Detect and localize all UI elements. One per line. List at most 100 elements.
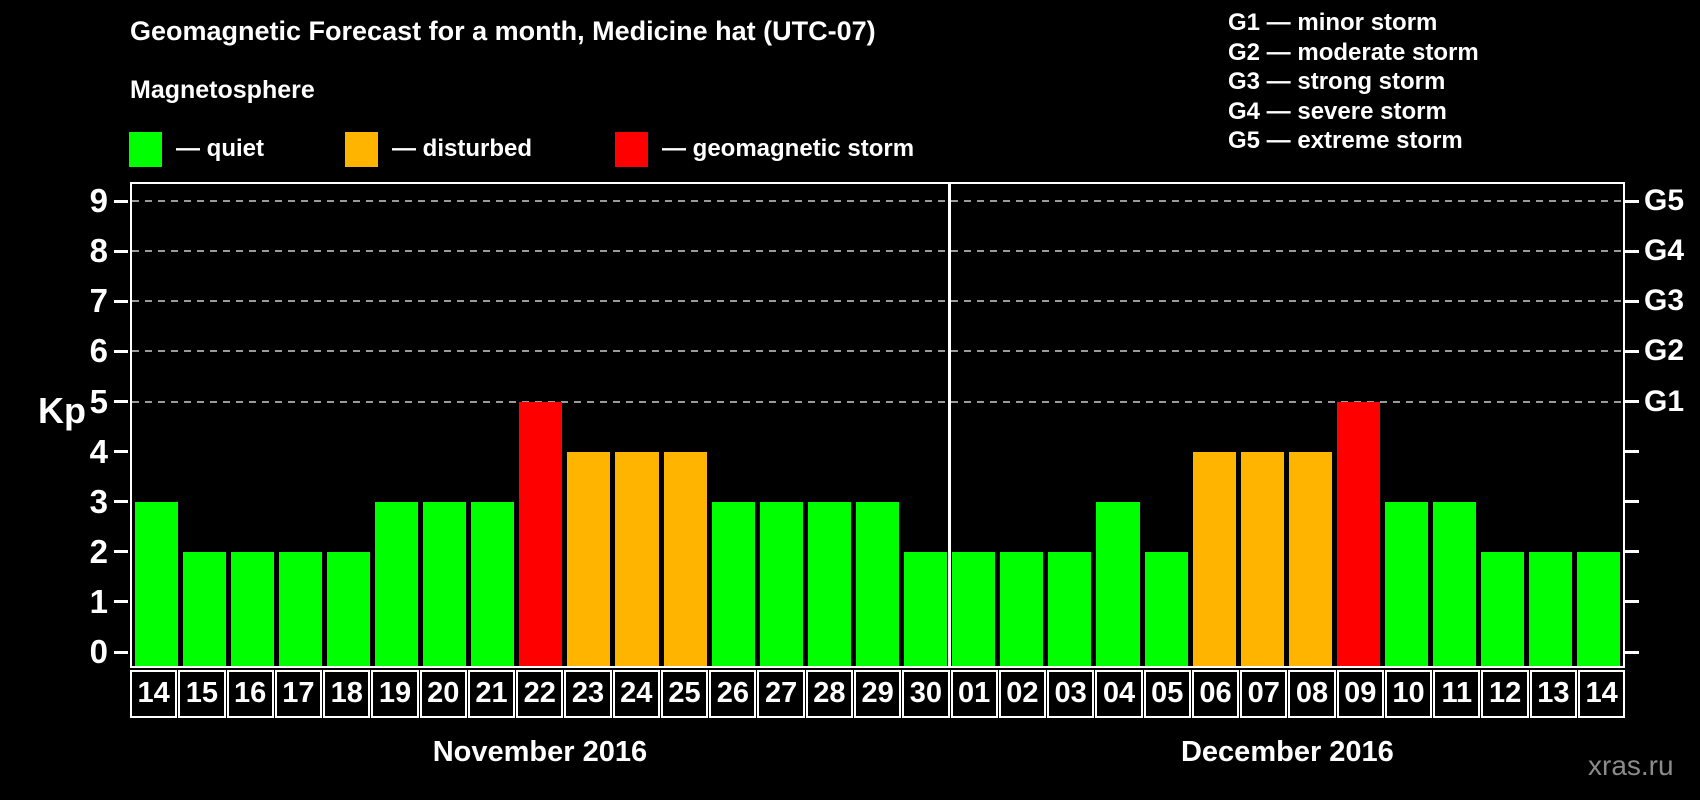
y-tick-label-5: 5 (89, 382, 108, 420)
g5-legend-line: G5 — extreme storm (1228, 127, 1463, 154)
kp-bar-day-15 (182, 551, 226, 666)
legend-item-disturbed: — disturbed (345, 131, 532, 167)
kp-bar-day-16 (230, 551, 274, 666)
right-tick-kp8 (1625, 249, 1639, 253)
magnetosphere-label: Magnetosphere (130, 76, 315, 104)
left-tick-kp9 (114, 199, 128, 203)
right-axis-label-g4: G4 (1644, 234, 1685, 268)
y-tick-label-1: 1 (89, 582, 108, 620)
right-axis-label-g5: G5 (1644, 184, 1685, 218)
date-cell-01: 01 (950, 670, 998, 718)
kp-bar-day-07 (1240, 451, 1284, 666)
left-tick-kp3 (114, 500, 128, 504)
kp-bar-day-18 (326, 551, 370, 666)
date-cell-16: 16 (226, 670, 274, 718)
kp-bar-day-02 (1000, 551, 1044, 666)
right-tick-kp3 (1625, 500, 1639, 504)
right-tick-kp5 (1625, 400, 1639, 403)
date-cell-02: 02 (998, 670, 1047, 718)
y-tick-label-6: 6 (89, 332, 108, 370)
kp-bar-day-29 (855, 501, 900, 666)
kp-bar-day-28 (807, 501, 851, 666)
date-cell-23: 23 (564, 670, 612, 718)
chart-title: Geomagnetic Forecast for a month, Medici… (130, 16, 876, 46)
date-cell-21: 21 (467, 670, 516, 718)
right-axis-label-g3: G3 (1644, 284, 1685, 318)
date-cell-14: 14 (1577, 670, 1626, 718)
kp-bar-day-20 (423, 501, 467, 666)
right-axis-label-g2: G2 (1644, 334, 1685, 368)
storm-color-swatch (615, 131, 648, 167)
kp-bar-day-25 (663, 451, 707, 666)
kp-bar-day-09 (1336, 401, 1380, 666)
kp-bar-day-01 (952, 551, 996, 666)
date-cell-13: 13 (1529, 670, 1577, 718)
date-axis-row: 14 15 16 17 18 19 20 21 22 23 24 25 26 27 28 29 30 01 02 03… (130, 670, 1626, 718)
legend-label-storm: — geomagnetic storm (662, 135, 915, 162)
watermark: xras.ru (1588, 750, 1674, 781)
month-label-1: December 2016 (1180, 736, 1394, 768)
date-cell-18: 18 (323, 670, 371, 718)
date-cell-30: 30 (902, 670, 950, 718)
right-tick-kp7 (1625, 299, 1639, 303)
gridline-kp8 (132, 250, 1623, 253)
kp-bar-day-11 (1433, 501, 1477, 666)
date-cell-09: 09 (1336, 670, 1384, 718)
kp-bar-day-10 (1385, 501, 1429, 666)
date-cell-14: 14 (130, 670, 178, 718)
date-cell-15: 15 (178, 670, 226, 718)
g4-legend-line: G4 — severe storm (1228, 97, 1447, 125)
left-tick-kp5 (114, 400, 128, 403)
date-cell-03: 03 (1047, 670, 1095, 718)
date-cell-20: 20 (419, 670, 467, 718)
date-cell-10: 10 (1384, 670, 1433, 718)
date-cell-08: 08 (1288, 670, 1336, 718)
legend-item-quiet: — quiet (129, 131, 264, 167)
kp-bar-day-08 (1288, 451, 1332, 666)
kp-bar-day-30 (904, 551, 948, 666)
kp-bar-day-22 (519, 401, 563, 666)
legend-label-disturbed: — disturbed (392, 135, 533, 162)
right-tick-kp1 (1625, 600, 1639, 604)
date-cell-22: 22 (516, 670, 564, 718)
right-tick-kp2 (1625, 550, 1639, 554)
month-separator (948, 184, 952, 666)
right-tick-kp6 (1625, 349, 1639, 353)
disturbed-color-swatch (345, 131, 378, 167)
kp-bar-day-12 (1481, 551, 1525, 666)
y-tick-label-7: 7 (89, 282, 108, 320)
date-cell-27: 27 (757, 670, 805, 718)
left-tick-kp4 (114, 450, 128, 454)
gridline-kp5 (132, 400, 1623, 403)
date-cell-24: 24 (612, 670, 660, 718)
kp-bar-day-06 (1192, 451, 1236, 666)
y-tick-label-3: 3 (89, 482, 108, 520)
kp-bar-day-13 (1529, 551, 1573, 666)
g3-legend-line: G3 — strong storm (1228, 68, 1446, 95)
gridline-kp7 (132, 300, 1623, 303)
y-tick-label-8: 8 (89, 232, 108, 270)
y-tick-label-0: 0 (89, 633, 108, 670)
kp-bar-day-17 (278, 551, 322, 666)
left-tick-kp1 (114, 600, 128, 604)
kp-bar-day-14 (134, 501, 178, 666)
kp-bar-day-24 (615, 451, 659, 666)
date-cell-05: 05 (1143, 670, 1191, 718)
date-cell-29: 29 (853, 670, 902, 718)
left-tick-kp8 (114, 249, 128, 253)
left-tick-kp2 (114, 550, 128, 554)
kp-bar-day-19 (374, 501, 419, 666)
y-tick-label-2: 2 (89, 532, 108, 570)
kp-bar-day-23 (567, 451, 611, 666)
date-cell-07: 07 (1240, 670, 1288, 718)
right-axis-label-g1: G1 (1644, 384, 1685, 418)
date-cell-19: 19 (371, 670, 419, 718)
quiet-color-swatch (129, 131, 162, 167)
gridline-kp6 (132, 350, 1623, 353)
date-cell-25: 25 (660, 670, 709, 718)
kp-bar-day-27 (759, 501, 803, 666)
kp-bar-day-26 (711, 501, 755, 666)
date-cell-12: 12 (1481, 670, 1529, 718)
left-tick-kp7 (114, 299, 128, 303)
